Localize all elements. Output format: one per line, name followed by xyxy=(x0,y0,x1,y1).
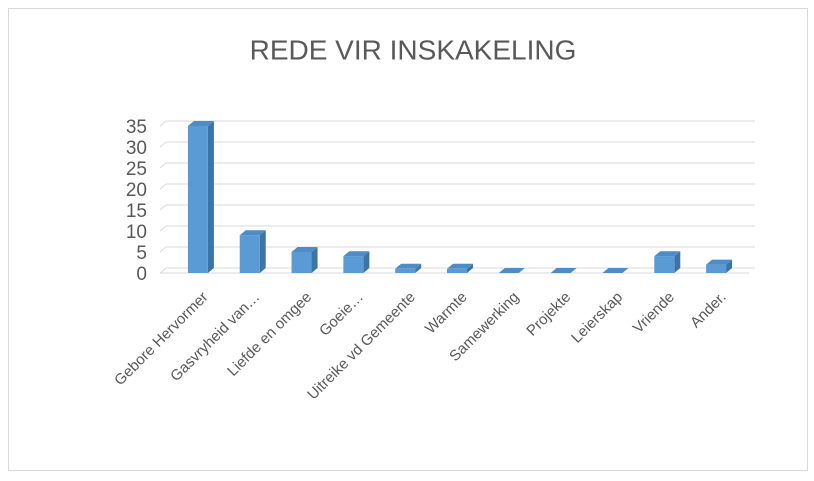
bar-top xyxy=(654,251,681,257)
grid-line xyxy=(159,183,167,190)
y-tick-label: 20 xyxy=(126,180,147,201)
bar-top xyxy=(343,251,370,257)
bar-side xyxy=(415,263,422,273)
bar-top xyxy=(550,268,577,273)
chart-border xyxy=(8,8,808,471)
grid-line xyxy=(159,204,167,211)
bar xyxy=(654,256,675,273)
bar xyxy=(706,264,727,273)
grid-line xyxy=(159,162,167,169)
y-tick-label: 5 xyxy=(136,243,147,264)
bar xyxy=(343,256,364,273)
bar-side xyxy=(674,251,681,273)
grid-line xyxy=(159,120,167,127)
bar-top xyxy=(498,268,525,273)
bar-side xyxy=(467,263,473,273)
grid-line xyxy=(159,246,167,253)
y-tick-label: 15 xyxy=(126,201,147,222)
bar-top xyxy=(447,263,473,269)
bar-top xyxy=(187,121,214,126)
bar-top xyxy=(602,268,629,273)
bar-top xyxy=(291,247,318,252)
grid-line xyxy=(159,141,167,148)
bar xyxy=(395,268,416,273)
chart-title: REDE VIR INSKAKELING xyxy=(250,34,577,65)
y-tick-label: 0 xyxy=(136,264,147,285)
y-tick-label: 30 xyxy=(126,138,147,159)
bar xyxy=(291,252,312,273)
bar-side xyxy=(363,251,370,273)
bar xyxy=(239,235,260,273)
bar-side xyxy=(207,121,214,273)
bar-top xyxy=(706,259,733,265)
bar xyxy=(447,268,467,273)
bar-side xyxy=(311,247,318,273)
bar-top xyxy=(395,263,422,269)
y-tick-label: 10 xyxy=(126,222,147,243)
y-tick-label: 35 xyxy=(126,117,147,138)
y-tick-label: 25 xyxy=(126,159,147,180)
bar-side xyxy=(259,230,266,273)
grid-line xyxy=(159,267,167,274)
grid-line xyxy=(159,225,167,232)
bar-top xyxy=(239,230,266,236)
bar xyxy=(187,126,208,273)
bar-side xyxy=(726,259,733,273)
